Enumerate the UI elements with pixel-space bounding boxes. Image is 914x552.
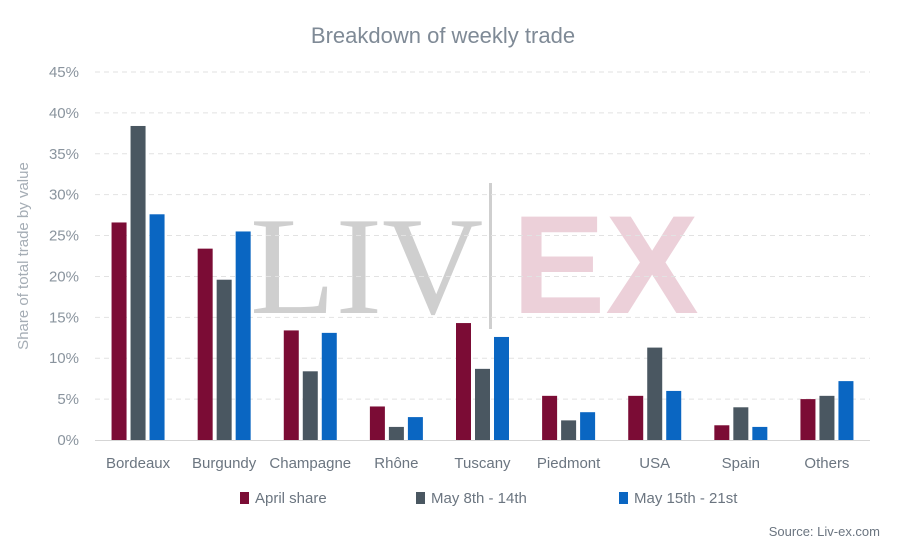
bar <box>733 407 749 440</box>
x-axis-categories: Bordeaux Burgundy Champagne Rhône Tuscany Pie… <box>106 455 850 472</box>
bar <box>111 222 127 440</box>
source-note: Source: Liv-ex.com <box>769 524 880 539</box>
x-tick-label: Rhône <box>374 455 418 472</box>
bar <box>561 420 577 440</box>
watermark-divider <box>489 183 492 329</box>
watermark-ex: EX <box>512 186 699 343</box>
y-tick-label: 25% <box>49 228 79 245</box>
legend-swatch <box>619 492 628 504</box>
y-tick-label: 10% <box>49 350 79 367</box>
bar <box>800 399 816 440</box>
y-tick-label: 20% <box>49 268 79 285</box>
x-tick-label: USA <box>639 455 670 472</box>
bar <box>819 395 835 440</box>
bar <box>494 336 509 440</box>
bar <box>197 248 213 440</box>
bar <box>149 214 165 440</box>
bar <box>216 279 232 440</box>
legend: April share May 8th - 14th May 15th - 21st <box>240 490 738 507</box>
bar <box>542 395 558 440</box>
bar <box>714 425 730 440</box>
bar <box>456 323 471 440</box>
legend-swatch <box>416 492 425 504</box>
y-tick-label: 30% <box>49 187 79 204</box>
bar <box>369 406 385 440</box>
liv-ex-watermark: LIV EX <box>250 183 699 344</box>
y-tick-label: 5% <box>57 391 79 408</box>
y-axis-ticks: 0% 5% 10% 15% 20% 25% 30% 35% 40% 45% <box>49 64 79 449</box>
bar <box>580 412 596 440</box>
x-tick-label: Champagne <box>269 455 351 472</box>
x-tick-label: Spain <box>722 455 760 472</box>
chart-title: Breakdown of weekly trade <box>311 23 575 48</box>
legend-label: May 8th - 14th <box>431 490 527 507</box>
legend-swatch <box>240 492 249 504</box>
y-tick-label: 35% <box>49 146 79 163</box>
y-tick-label: 15% <box>49 309 79 326</box>
x-tick-label: Bordeaux <box>106 455 171 472</box>
x-tick-label: Others <box>804 455 849 472</box>
bar <box>647 347 663 440</box>
bar <box>475 368 490 440</box>
bar <box>838 381 854 440</box>
bar <box>407 417 423 440</box>
x-tick-label: Piedmont <box>537 455 601 472</box>
y-axis-label: Share of total trade by value <box>15 162 32 350</box>
bar <box>283 330 299 440</box>
y-tick-label: 0% <box>57 432 79 449</box>
bar <box>752 426 768 440</box>
bar <box>235 231 251 440</box>
bar <box>628 395 644 440</box>
bar-series <box>111 125 854 441</box>
bar <box>666 390 682 440</box>
legend-label: May 15th - 21st <box>634 490 738 507</box>
bar <box>388 426 404 440</box>
legend-label: April share <box>255 490 327 507</box>
bar <box>130 125 146 441</box>
x-tick-label: Tuscany <box>454 455 511 472</box>
x-tick-label: Burgundy <box>192 455 257 472</box>
bar <box>302 371 318 440</box>
y-tick-label: 45% <box>49 64 79 81</box>
y-tick-label: 40% <box>49 105 79 122</box>
bar <box>321 332 337 440</box>
watermark-liv: LIV <box>250 189 483 344</box>
